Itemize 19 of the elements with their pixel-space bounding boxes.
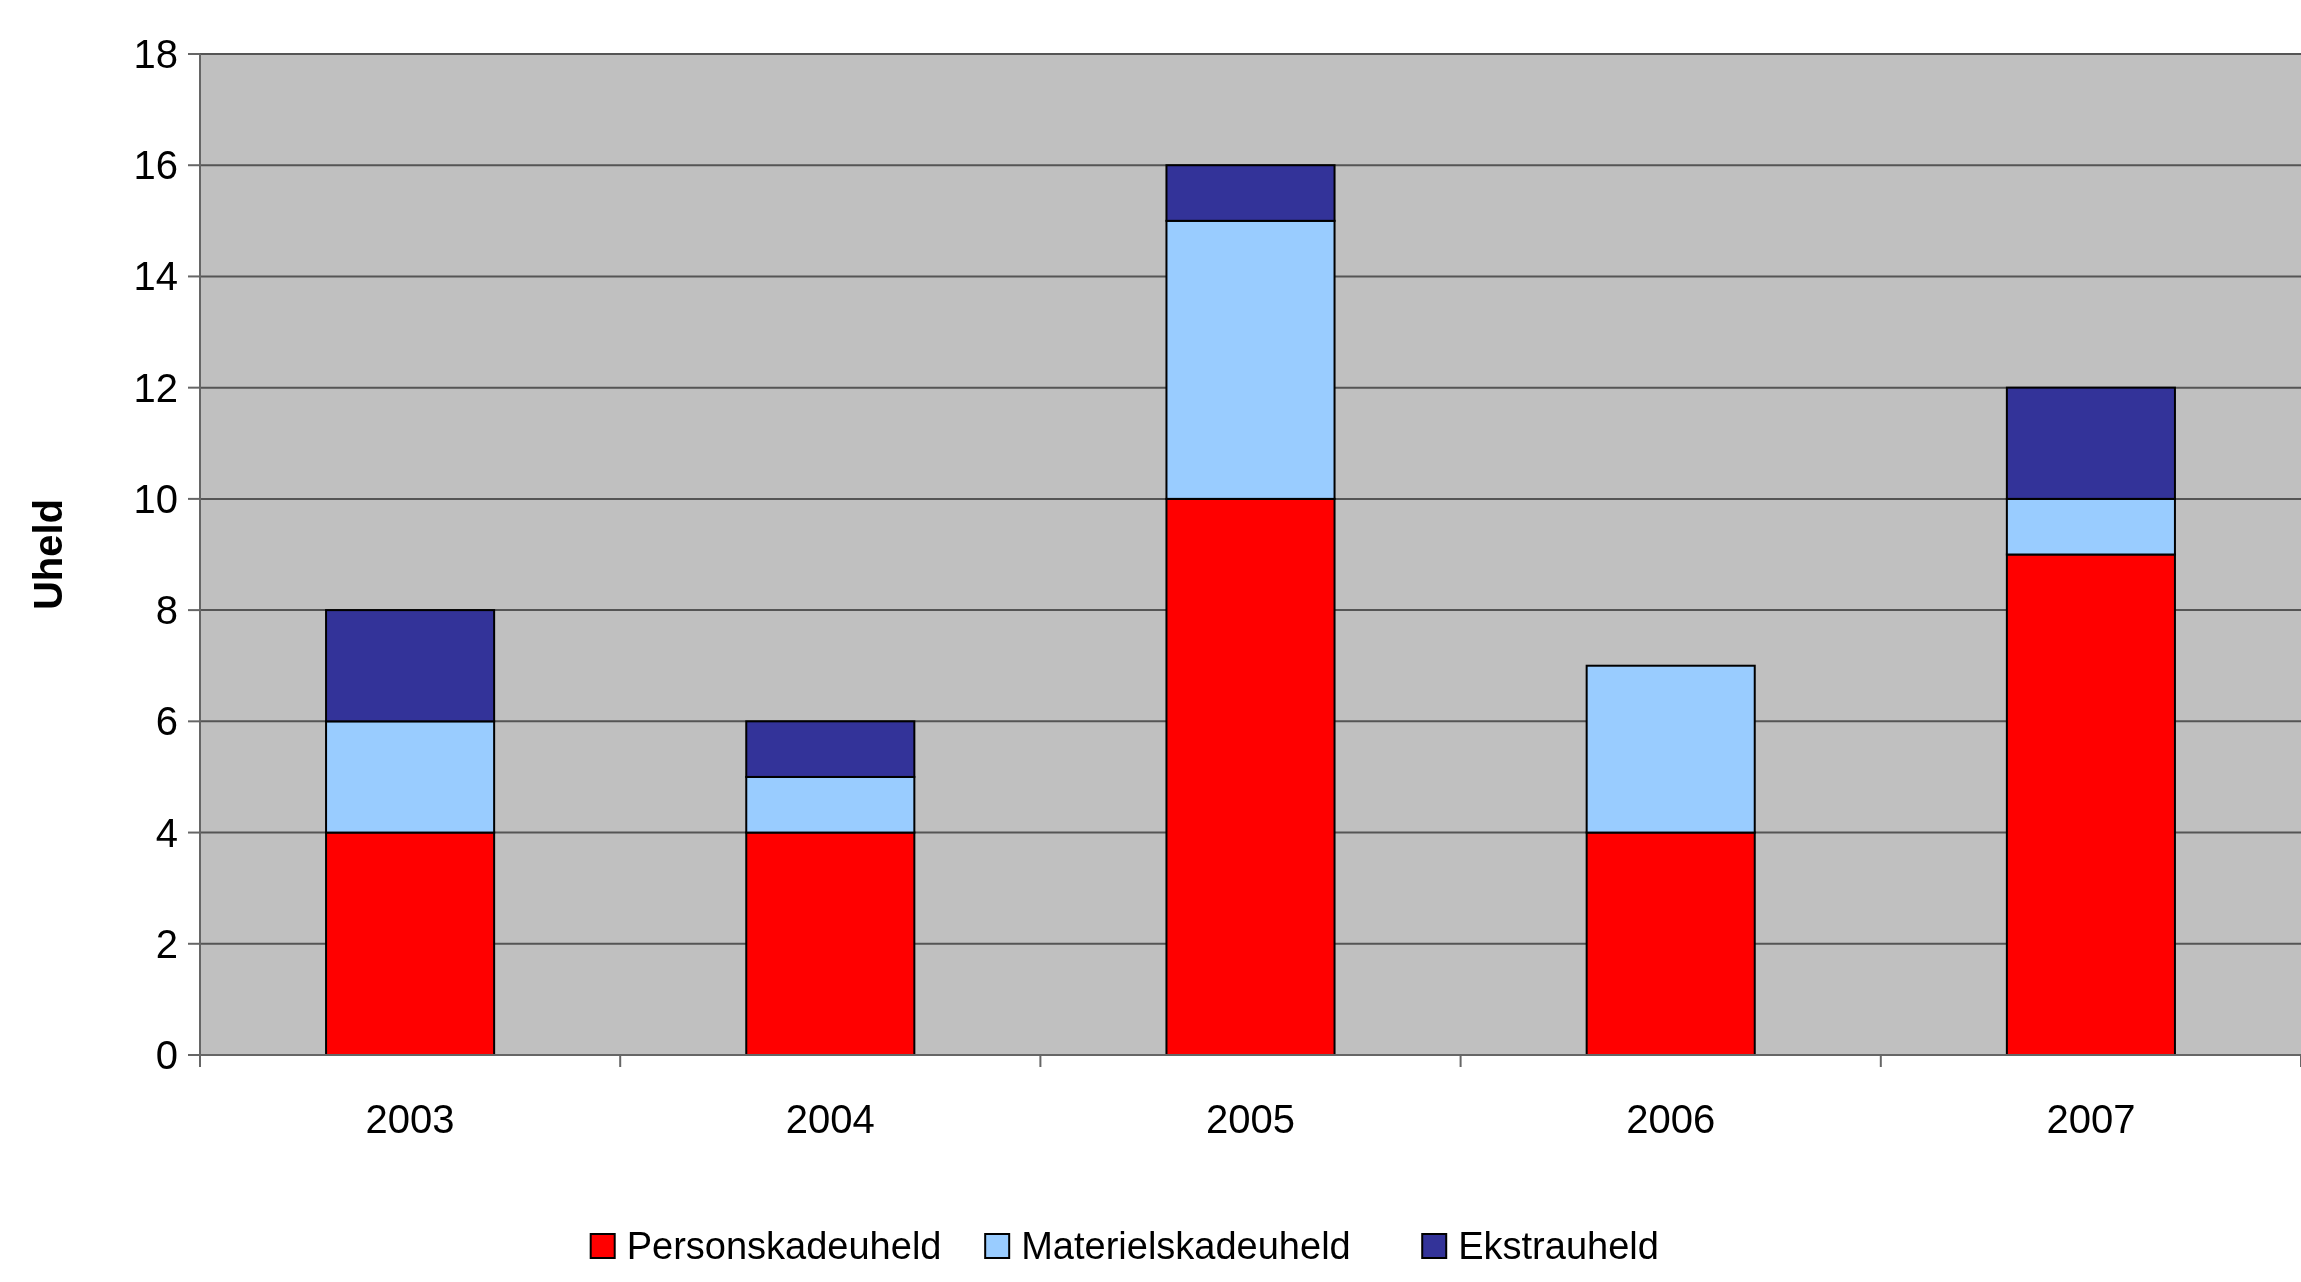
x-tick-label: 2007	[2046, 1097, 2136, 1141]
x-tick-label: 2004	[785, 1097, 875, 1141]
y-axis-title: Uheld	[26, 498, 70, 611]
y-tick-label: 12	[133, 365, 178, 410]
x-tick-label: 2005	[1206, 1097, 1295, 1141]
legend-label: Materielskadeuheld	[1021, 1225, 1351, 1268]
y-tick-label: 0	[155, 1033, 178, 1077]
legend-label: Personskadeuheld	[626, 1225, 942, 1268]
y-tick-label: 6	[155, 699, 178, 744]
y-tick-label: 4	[155, 810, 178, 855]
y-tick-label: 16	[133, 143, 178, 188]
y-tick-label: 14	[133, 254, 178, 299]
y-tick-label: 8	[155, 588, 178, 633]
y-tick-label: 10	[133, 476, 178, 521]
x-tick-label: 2003	[365, 1097, 455, 1141]
legend-label: Ekstrauheld	[1458, 1225, 1659, 1268]
y-tick-label: 2	[155, 921, 178, 966]
y-tick-label: 18	[133, 32, 178, 76]
x-tick-label: 2006	[1626, 1097, 1716, 1141]
